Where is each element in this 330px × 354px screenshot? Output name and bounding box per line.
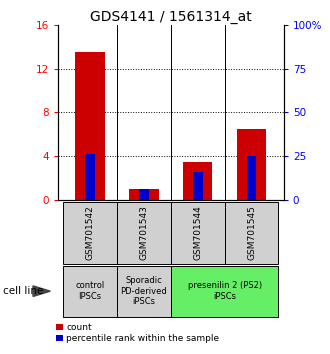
Bar bbox=[63, 202, 117, 264]
Text: cell line: cell line bbox=[3, 286, 44, 296]
Bar bbox=[117, 266, 171, 317]
Polygon shape bbox=[33, 286, 50, 297]
Bar bbox=[85, 154, 95, 200]
Bar bbox=[139, 189, 149, 200]
Title: GDS4141 / 1561314_at: GDS4141 / 1561314_at bbox=[90, 10, 252, 24]
Text: GSM701542: GSM701542 bbox=[85, 205, 94, 260]
Text: control
IPSCs: control IPSCs bbox=[76, 281, 105, 301]
Bar bbox=[129, 189, 159, 200]
Bar bbox=[171, 266, 279, 317]
Bar bbox=[193, 172, 203, 200]
Legend: count, percentile rank within the sample: count, percentile rank within the sample bbox=[56, 323, 220, 343]
Text: GSM701543: GSM701543 bbox=[139, 205, 148, 260]
Bar bbox=[75, 52, 105, 200]
Bar bbox=[171, 202, 225, 264]
Text: Sporadic
PD-derived
iPSCs: Sporadic PD-derived iPSCs bbox=[120, 276, 167, 306]
Text: GSM701544: GSM701544 bbox=[193, 205, 202, 260]
Bar bbox=[183, 162, 213, 200]
Bar bbox=[117, 202, 171, 264]
Bar bbox=[225, 202, 279, 264]
Text: GSM701545: GSM701545 bbox=[247, 205, 256, 260]
Text: presenilin 2 (PS2)
iPSCs: presenilin 2 (PS2) iPSCs bbox=[187, 281, 262, 301]
Bar bbox=[237, 129, 266, 200]
Bar bbox=[247, 156, 256, 200]
Bar bbox=[63, 266, 117, 317]
